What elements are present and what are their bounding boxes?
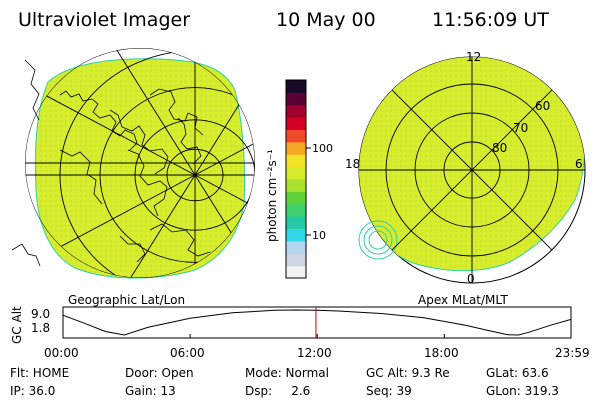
colorbar: 100 10 photon cm⁻²s⁻¹ [265, 79, 333, 279]
altitude-series-line [62, 309, 572, 336]
mlat-label-70: 70 [513, 121, 528, 135]
xtick-label-2359: 23:59 [555, 346, 590, 360]
colorbar-swatch [286, 203, 306, 217]
status-block: Flt: HOME Door: Open Mode: Normal GC Alt… [10, 366, 559, 398]
image-date: 10 May 00 [276, 9, 376, 31]
altitude-plot: GC Alt 9.0 1.8 00:00 06:00 12:00 18:00 2… [10, 306, 590, 360]
status-door: Door: Open [125, 366, 194, 380]
status-dsp: Dsp: 2.6 [245, 384, 310, 398]
geo-longitude-line [64, 48, 196, 176]
xtick-label-1200: 12:00 [297, 346, 332, 360]
geographic-panel-label: Geographic Lat/Lon [68, 293, 185, 307]
status-seq: Seq: 39 [366, 384, 412, 398]
geo-longitude-line [194, 174, 255, 278]
mlt-label-0: 0 [467, 272, 475, 286]
colorbar-swatch [286, 154, 306, 168]
geo-longitude-line [194, 54, 255, 176]
colorbar-tick-100: 100 [312, 142, 333, 155]
colorbar-swatch [286, 265, 306, 279]
status-glat: GLat: 63.6 [486, 366, 549, 380]
colorbar-unit-label: photon cm⁻²s⁻¹ [265, 149, 279, 242]
colorbar-swatch [286, 92, 306, 106]
altitude-ytick-1-8: 1.8 [31, 321, 50, 335]
status-ip: IP: 36.0 [10, 384, 55, 398]
colorbar-tick-10: 10 [312, 229, 326, 242]
geo-longitude-line [64, 174, 196, 278]
geographic-image-panel: Geographic Lat/Lon [11, 48, 255, 307]
colorbar-swatch [286, 240, 306, 254]
colorbar-swatch [286, 166, 306, 180]
coastlines [11, 59, 211, 267]
mlt-label-6: 6 [575, 157, 583, 171]
colorbar-swatch [286, 179, 306, 192]
geo-longitude-line [194, 48, 255, 176]
status-flt: Flt: HOME [10, 366, 69, 380]
xtick-label-0600: 06:00 [170, 346, 205, 360]
geo-longitude-line [25, 174, 196, 278]
status-gc-alt: GC Alt: 9.3 Re [366, 366, 450, 380]
geo-longitude-line [25, 54, 196, 176]
xtick-label-0000: 00:00 [44, 346, 79, 360]
status-mode: Mode: Normal [245, 366, 329, 380]
altitude-ylabel: GC Alt [10, 306, 24, 344]
geographic-emission-region [34, 58, 246, 279]
geo-longitude-line [194, 174, 255, 278]
colorbar-swatch [286, 80, 306, 93]
altitude-ytick-9: 9.0 [31, 307, 50, 321]
status-glon: GLon: 319.3 [486, 384, 559, 398]
colorbar-swatch [286, 253, 306, 267]
status-gain: Gain: 13 [125, 384, 176, 398]
mlt-label-18: 18 [345, 157, 360, 171]
colorbar-swatch [286, 141, 306, 155]
magnetic-emission-region [359, 57, 585, 272]
colorbar-swatch [286, 228, 306, 242]
colorbar-swatch [286, 104, 306, 118]
magnetic-panel-label: Apex MLat/MLT [418, 293, 508, 307]
instrument-title: Ultraviolet Imager [18, 9, 190, 31]
colorbar-swatch [286, 129, 306, 143]
swirl-artifact [358, 220, 398, 260]
xtick-label-1800: 18:00 [424, 346, 459, 360]
mlt-label-12: 12 [466, 50, 481, 64]
mlat-label-60: 60 [535, 99, 550, 113]
magnetic-image-panel: 12 6 0 18 60 70 80 Apex MLat/MLT [345, 50, 586, 307]
image-time: 11:56:09 UT [432, 9, 549, 31]
colorbar-swatch [286, 191, 306, 205]
mlat-label-80: 80 [492, 141, 507, 155]
mlt-meridian-line [391, 89, 553, 251]
colorbar-swatch [286, 117, 306, 130]
colorbar-swatch [286, 216, 306, 229]
